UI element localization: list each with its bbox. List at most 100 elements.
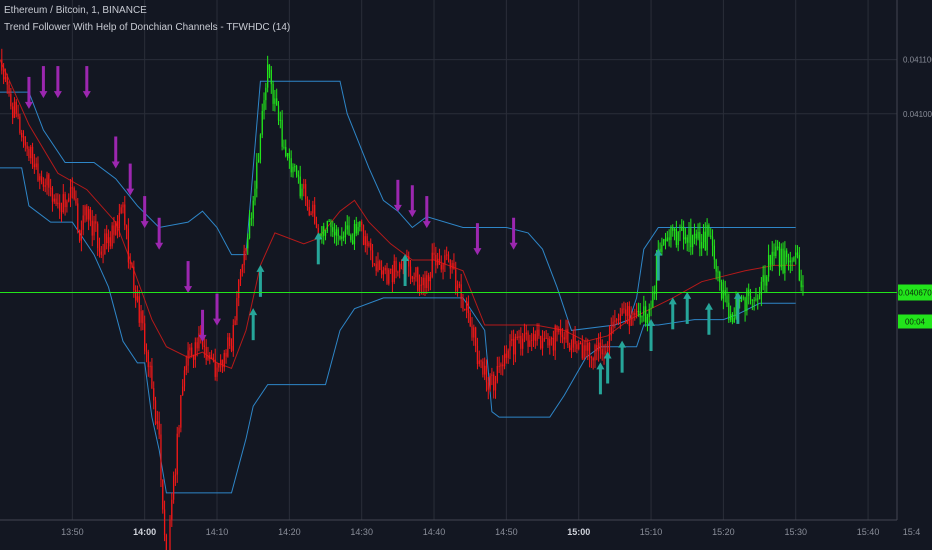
candle-body	[277, 105, 280, 121]
candle-body	[48, 174, 50, 188]
candle-body	[478, 360, 480, 364]
candle-body	[290, 158, 292, 173]
buy-arrow[interactable]	[401, 254, 410, 261]
buy-arrow-shaft	[598, 368, 602, 395]
candle-body	[171, 499, 173, 520]
buy-arrow[interactable]	[618, 340, 627, 348]
candle-body	[133, 266, 135, 291]
candle-body	[608, 335, 611, 351]
candle-body	[51, 188, 54, 202]
candle-body	[473, 327, 475, 338]
candle-body	[663, 238, 665, 245]
sell-arrow[interactable]	[198, 334, 207, 342]
candle-body	[257, 159, 260, 163]
candle-body	[315, 223, 318, 228]
sell-arrow[interactable]	[39, 91, 48, 99]
candle-body	[418, 284, 421, 291]
candle-body	[259, 134, 262, 160]
candle-body	[702, 231, 705, 243]
sell-arrow[interactable]	[408, 210, 417, 218]
sell-arrow[interactable]	[53, 91, 62, 99]
candle-body	[527, 332, 529, 347]
candle-body	[487, 382, 489, 390]
candle-body	[782, 248, 784, 274]
candle-body	[357, 227, 359, 234]
candle-body	[93, 221, 95, 236]
candle-body	[366, 236, 368, 247]
candle-body	[176, 433, 178, 475]
sell-arrow[interactable]	[473, 248, 482, 256]
buy-arrow[interactable]	[683, 291, 692, 299]
candle-body	[272, 84, 274, 104]
sell-arrow[interactable]	[509, 242, 518, 250]
last-price-badge	[898, 284, 932, 301]
candle-body	[574, 335, 576, 345]
candle-body	[507, 350, 509, 358]
candle-body	[717, 271, 719, 273]
candle-body	[749, 296, 752, 300]
candle-body	[6, 76, 8, 85]
sell-arrow[interactable]	[155, 242, 164, 250]
candle-body	[314, 204, 316, 224]
candle-body	[355, 223, 357, 234]
buy-arrow[interactable]	[668, 297, 677, 305]
candle-body	[136, 296, 139, 301]
candle-body	[715, 259, 717, 272]
candle-body	[773, 251, 775, 257]
candle-body	[333, 231, 336, 236]
indicator-title[interactable]: Trend Follower With Help of Donchian Cha…	[4, 22, 291, 33]
candle-body	[760, 281, 762, 296]
candle-body	[163, 509, 166, 536]
candle-body	[198, 333, 200, 349]
candle-body	[556, 325, 558, 333]
sell-arrow[interactable]	[213, 318, 222, 326]
sell-arrow[interactable]	[24, 101, 33, 109]
candle-body	[364, 236, 366, 245]
candle-body	[304, 184, 307, 200]
sell-arrow[interactable]	[184, 286, 193, 294]
buy-arrow[interactable]	[256, 264, 265, 272]
last-price-label: 0.040670	[898, 289, 932, 298]
sell-arrow[interactable]	[422, 221, 431, 229]
buy-arrow[interactable]	[733, 291, 742, 299]
candle-body	[554, 325, 556, 351]
candle-body	[438, 258, 441, 265]
candle-body	[710, 235, 712, 237]
candle-body	[62, 194, 64, 212]
candle-body	[413, 277, 415, 279]
candle-body	[587, 342, 589, 351]
candle-body	[511, 338, 513, 341]
candle-body	[183, 370, 186, 387]
sell-arrow[interactable]	[393, 204, 402, 212]
candle-body	[543, 338, 545, 341]
candle-body	[476, 345, 479, 364]
buy-arrow[interactable]	[596, 362, 605, 370]
candle-body	[292, 166, 294, 173]
candle-body	[142, 311, 144, 324]
candle-body	[567, 329, 569, 346]
buy-arrow[interactable]	[704, 302, 713, 310]
buy-arrow[interactable]	[314, 232, 323, 240]
candle-body	[623, 308, 625, 310]
sell-arrow[interactable]	[82, 91, 91, 99]
candle-body	[223, 352, 225, 368]
sell-arrow[interactable]	[140, 221, 149, 229]
candle-body	[628, 306, 630, 326]
candle-body	[610, 327, 612, 336]
candle-body	[500, 364, 502, 367]
buy-arrow[interactable]	[654, 248, 663, 256]
buy-arrow[interactable]	[603, 351, 612, 359]
buy-arrow[interactable]	[647, 319, 656, 326]
candle-body	[380, 270, 383, 275]
sell-arrow[interactable]	[111, 161, 120, 169]
buy-arrow[interactable]	[249, 308, 258, 316]
symbol-title[interactable]: Ethereum / Bitcoin, 1, BINANCE	[4, 5, 147, 16]
candle-body	[294, 166, 296, 168]
sell-arrow[interactable]	[126, 188, 135, 196]
candle-body	[400, 263, 403, 269]
candle-body	[536, 329, 538, 341]
candle-body	[232, 324, 234, 351]
candle-body	[113, 225, 115, 235]
